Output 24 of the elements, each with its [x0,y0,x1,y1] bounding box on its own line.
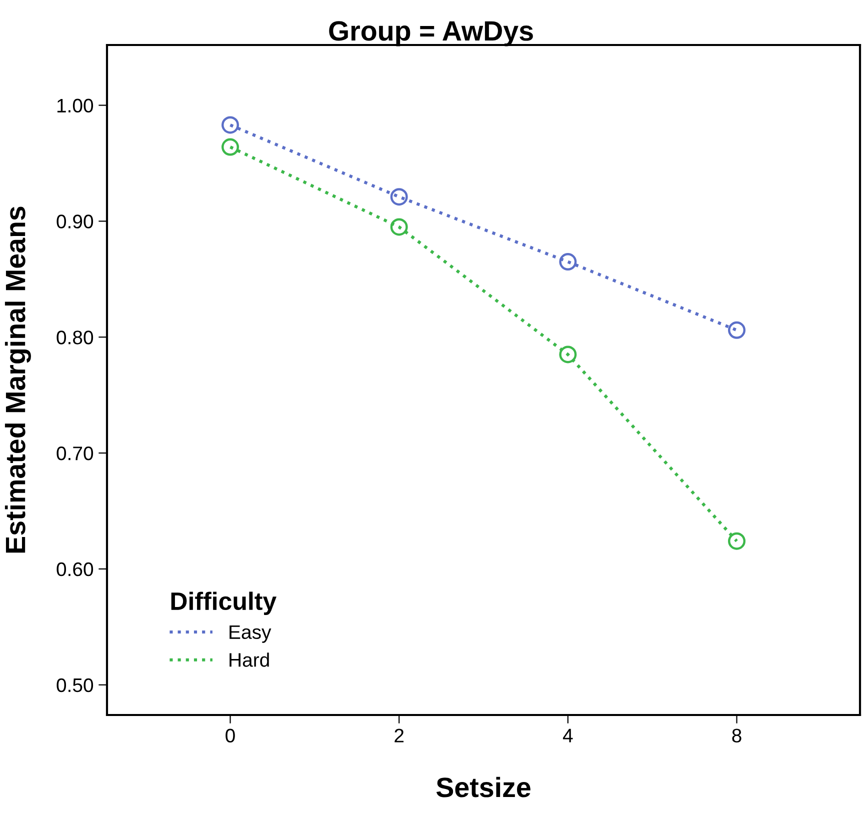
y-tick-label: 0.60 [56,562,94,576]
point [390,218,408,236]
y-tick-label: 0.80 [56,330,94,344]
x-tick-label: 8 [732,728,742,742]
x-tick-label: 4 [562,728,573,742]
point [390,188,408,206]
legend-title: Difficulty [171,592,276,616]
y-tick-label: 0.70 [56,446,94,460]
legend-label: Easy [230,625,272,643]
point [222,138,239,156]
y-axis-title: Estimated Marginal Means [4,206,31,553]
point [222,116,239,134]
x-tick-label: 0 [226,728,235,742]
point [728,321,746,339]
y-tick-label: 1.00 [57,98,94,113]
point [728,532,746,550]
x-axis-title: Setsize [436,776,530,798]
legend-label: Hard [230,652,269,667]
point [559,253,577,271]
chart-title: Group = AwDys [329,21,533,46]
x-tick-label: 2 [394,728,404,742]
y-tick-label: 0.90 [56,214,94,228]
point [559,346,577,364]
y-tick-label: 0.50 [56,678,94,692]
